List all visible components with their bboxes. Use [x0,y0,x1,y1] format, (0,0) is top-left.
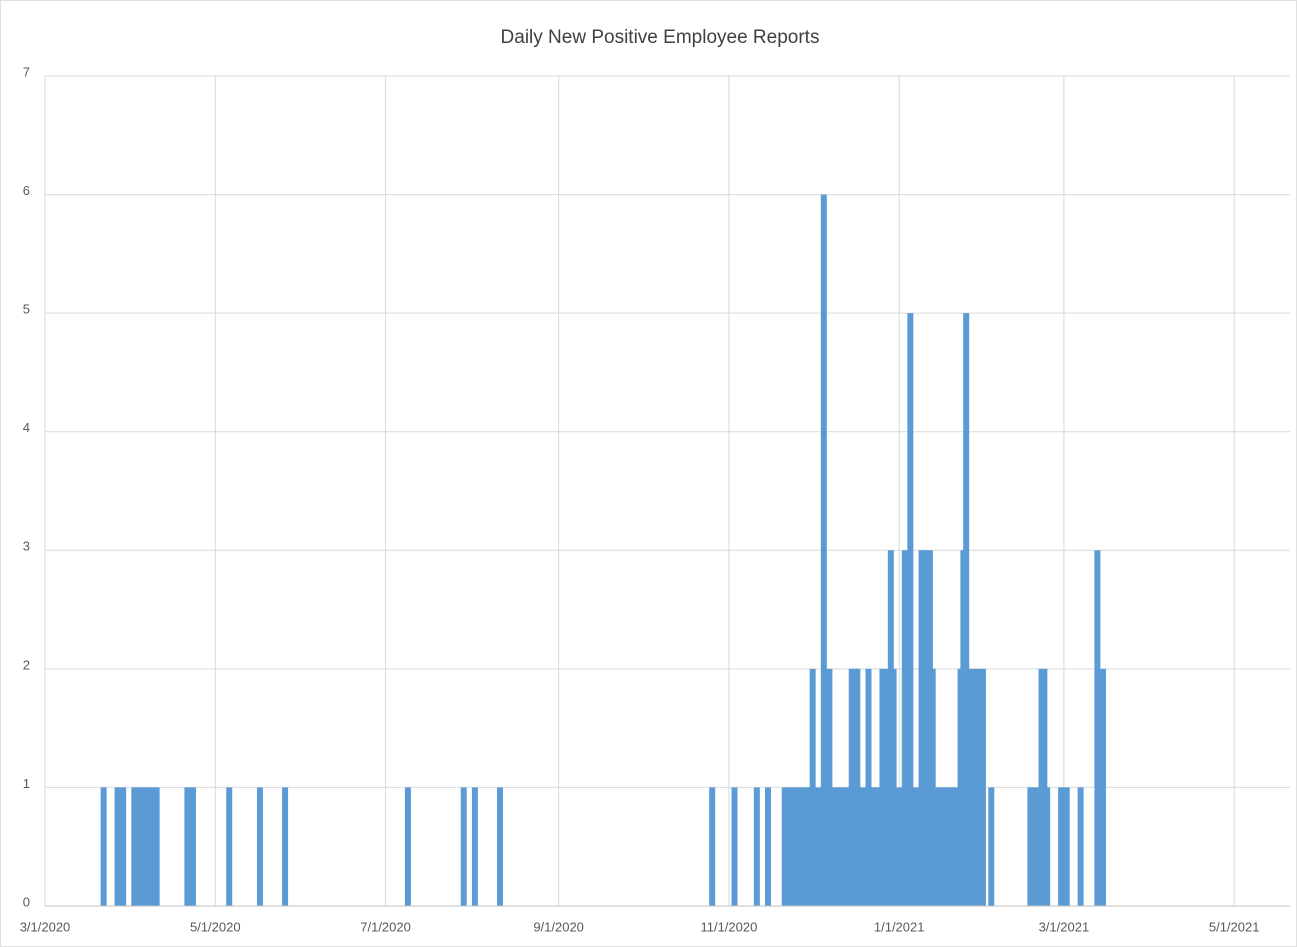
bar [764,787,771,906]
x-tick-label: 3/1/2021 [1039,919,1090,934]
bar [1032,787,1039,906]
bar [820,194,827,907]
y-tick-label: 7 [23,64,30,79]
bar [901,550,908,906]
bar [1099,668,1106,906]
bar [882,668,889,906]
y-tick-label: 5 [23,302,30,317]
bar [100,787,107,906]
x-tick-label: 5/1/2020 [190,919,241,934]
bar [282,787,289,906]
bar [815,787,822,906]
bar [912,787,919,906]
bar [965,668,972,906]
bar [873,787,880,906]
bar [1063,787,1070,906]
bar [460,787,467,906]
y-tick-label: 0 [23,894,30,909]
bar [184,787,191,906]
bar [979,668,986,906]
y-tick-label: 6 [23,183,30,198]
bar [753,787,760,906]
bar [907,313,914,907]
bar [731,787,738,906]
bar [1094,550,1101,906]
x-tick-label: 9/1/2020 [533,919,584,934]
bar [1044,787,1051,906]
y-tick-label: 2 [23,657,30,672]
bar [1027,787,1034,906]
bar [189,787,196,906]
bar [153,787,160,906]
bar [963,313,970,907]
x-tick-label: 7/1/2020 [360,919,411,934]
y-tick-label: 1 [23,776,30,791]
bar [226,787,233,906]
bar [1077,787,1084,906]
bar [952,787,959,906]
bar [988,787,995,906]
x-tick-label: 3/1/2020 [20,919,71,934]
x-tick-label: 11/1/2020 [700,919,757,934]
bar [497,787,504,906]
bar [404,787,411,906]
bar [256,787,263,906]
bar [826,668,833,906]
y-tick-label: 4 [23,420,30,435]
bar [890,668,897,906]
bar [843,787,850,906]
bar [114,787,121,906]
bar [120,787,127,906]
chart-title: Daily New Positive Employee Reports [501,27,820,48]
bar [471,787,478,906]
x-tick-label: 1/1/2021 [874,919,925,934]
x-tick-label: 5/1/2021 [1209,919,1260,934]
bar [709,787,716,906]
y-tick-label: 3 [23,539,30,554]
